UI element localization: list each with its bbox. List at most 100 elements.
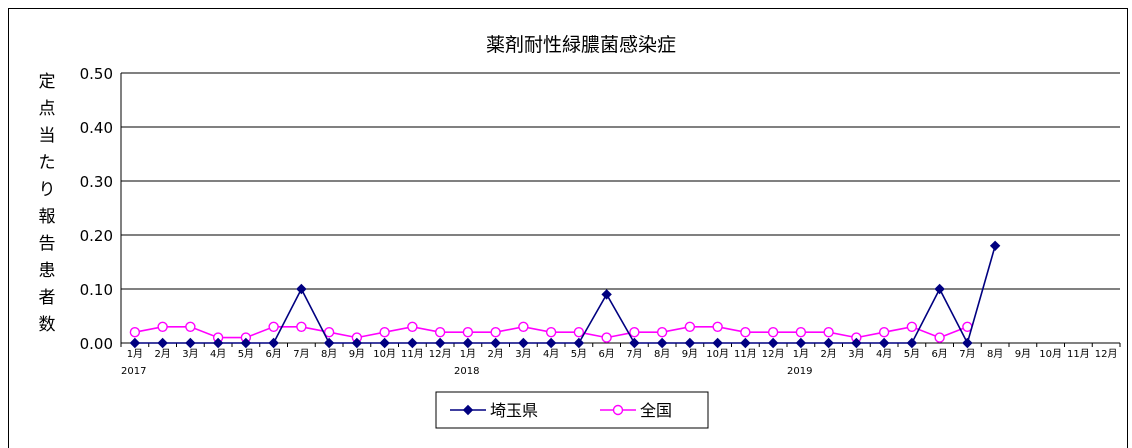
- chart-title: 薬剤耐性緑膿菌感染症: [486, 34, 676, 56]
- data-point: [851, 337, 862, 349]
- x-tick-label: 7月: [959, 348, 975, 360]
- data-point: [612, 404, 624, 416]
- data-point: [462, 404, 474, 416]
- data-point: [712, 337, 723, 349]
- data-point: [656, 327, 668, 338]
- x-tick-label: 11月: [734, 348, 757, 360]
- x-tick-label: 3月: [515, 348, 531, 360]
- data-point: [407, 321, 418, 332]
- data-point: [129, 337, 141, 349]
- x-tick-label: 6月: [265, 348, 281, 360]
- y-tick-label: 0.40: [80, 119, 113, 137]
- x-tick-label: 2月: [820, 348, 836, 360]
- x-tick-label: 10月: [373, 348, 396, 360]
- x-tick-label: 10月: [1039, 348, 1062, 360]
- x-tick-label: 3月: [182, 348, 198, 360]
- x-tick-label: 11月: [1067, 348, 1090, 360]
- data-point: [462, 337, 474, 349]
- year-label: 2019: [787, 366, 812, 377]
- data-point: [518, 337, 529, 349]
- series-1: [129, 321, 973, 343]
- data-point: [157, 321, 168, 332]
- data-point: [157, 337, 168, 349]
- x-tick-label: 6月: [598, 348, 614, 360]
- x-tick-label: 1月: [793, 348, 809, 360]
- data-point: [629, 327, 640, 338]
- chart-frame: [8, 8, 1128, 448]
- data-point: [407, 337, 418, 349]
- x-tick-label: 8月: [987, 348, 1003, 360]
- x-tick-label: 1月: [460, 348, 476, 360]
- x-tick-label: 2月: [154, 348, 170, 360]
- y-tick-labels: 0.00 0.10 0.20 0.30 0.40 0.50: [80, 65, 113, 353]
- data-point: [740, 337, 751, 349]
- y-axis-label-char: 告: [39, 234, 56, 254]
- data-point: [934, 283, 945, 295]
- data-point: [740, 327, 751, 338]
- data-point: [684, 337, 696, 349]
- data-point: [212, 337, 224, 349]
- data-point: [962, 337, 973, 349]
- data-point: [323, 327, 335, 338]
- x-tick-label: 12月: [1095, 348, 1118, 360]
- x-tick-label: 11月: [401, 348, 424, 360]
- y-tick-label: 0.00: [80, 335, 113, 353]
- year-labels: 2017 2018 2019: [121, 366, 812, 377]
- x-tick-label: 9月: [682, 348, 698, 360]
- x-tick-label: 4月: [876, 348, 892, 360]
- data-point: [185, 337, 196, 349]
- data-point: [296, 321, 307, 332]
- data-point: [185, 321, 196, 332]
- legend-label: 全国: [640, 401, 672, 420]
- data-point: [795, 327, 807, 338]
- data-point: [684, 321, 696, 332]
- data-point: [490, 337, 501, 349]
- data-point: [518, 321, 529, 332]
- data-point: [712, 321, 723, 332]
- y-tick-label: 0.30: [80, 173, 113, 191]
- y-tick-label: 0.50: [80, 65, 113, 83]
- y-tick-label: 0.20: [80, 227, 113, 245]
- series-line: [134, 245, 996, 346]
- data-point: [379, 327, 390, 338]
- series-0: [129, 240, 1001, 349]
- data-point: [268, 321, 279, 332]
- x-tick-label: 12月: [762, 348, 785, 360]
- data-point: [629, 337, 640, 349]
- data-point: [823, 327, 834, 338]
- data-point: [823, 337, 834, 349]
- data-point: [878, 337, 890, 349]
- x-tick-label: 5月: [904, 348, 920, 360]
- y-axis-label-char: た: [39, 153, 56, 173]
- data-point: [545, 327, 557, 338]
- y-axis-label-char: 定: [39, 72, 56, 92]
- data-point: [268, 337, 279, 349]
- x-tick-label: 8月: [321, 348, 337, 360]
- legend-label: 埼玉県: [490, 401, 538, 420]
- data-point: [906, 337, 918, 349]
- data-point: [129, 327, 141, 338]
- y-tick-label: 0.10: [80, 281, 113, 299]
- x-tick-label: 9月: [349, 348, 365, 360]
- data-point: [434, 337, 446, 349]
- data-point: [240, 337, 252, 349]
- data-point: [462, 327, 474, 338]
- data-point: [573, 337, 585, 349]
- x-tick-label: 3月: [848, 348, 864, 360]
- y-axis-label-char: 数: [39, 315, 56, 335]
- x-tick-label: 12月: [429, 348, 452, 360]
- year-label: 2018: [454, 366, 479, 377]
- data-point: [323, 337, 335, 349]
- data-point: [934, 332, 945, 343]
- x-tick-label: 6月: [931, 348, 947, 360]
- x-tick-labels: 1月 2月 3月 4月 5月 6月 7月 8月 9月 10月 11月 12月 1月 2月 3月 4月 5月 6月 7…: [120, 343, 1121, 360]
- y-axis-label-char: 報: [39, 207, 56, 227]
- data-point: [878, 327, 890, 338]
- x-tick-label: 1月: [127, 348, 143, 360]
- data-point: [434, 327, 446, 338]
- data-point: [296, 283, 307, 295]
- x-tick-label: 7月: [293, 348, 309, 360]
- data-point: [490, 327, 501, 338]
- x-tick-label: 5月: [571, 348, 587, 360]
